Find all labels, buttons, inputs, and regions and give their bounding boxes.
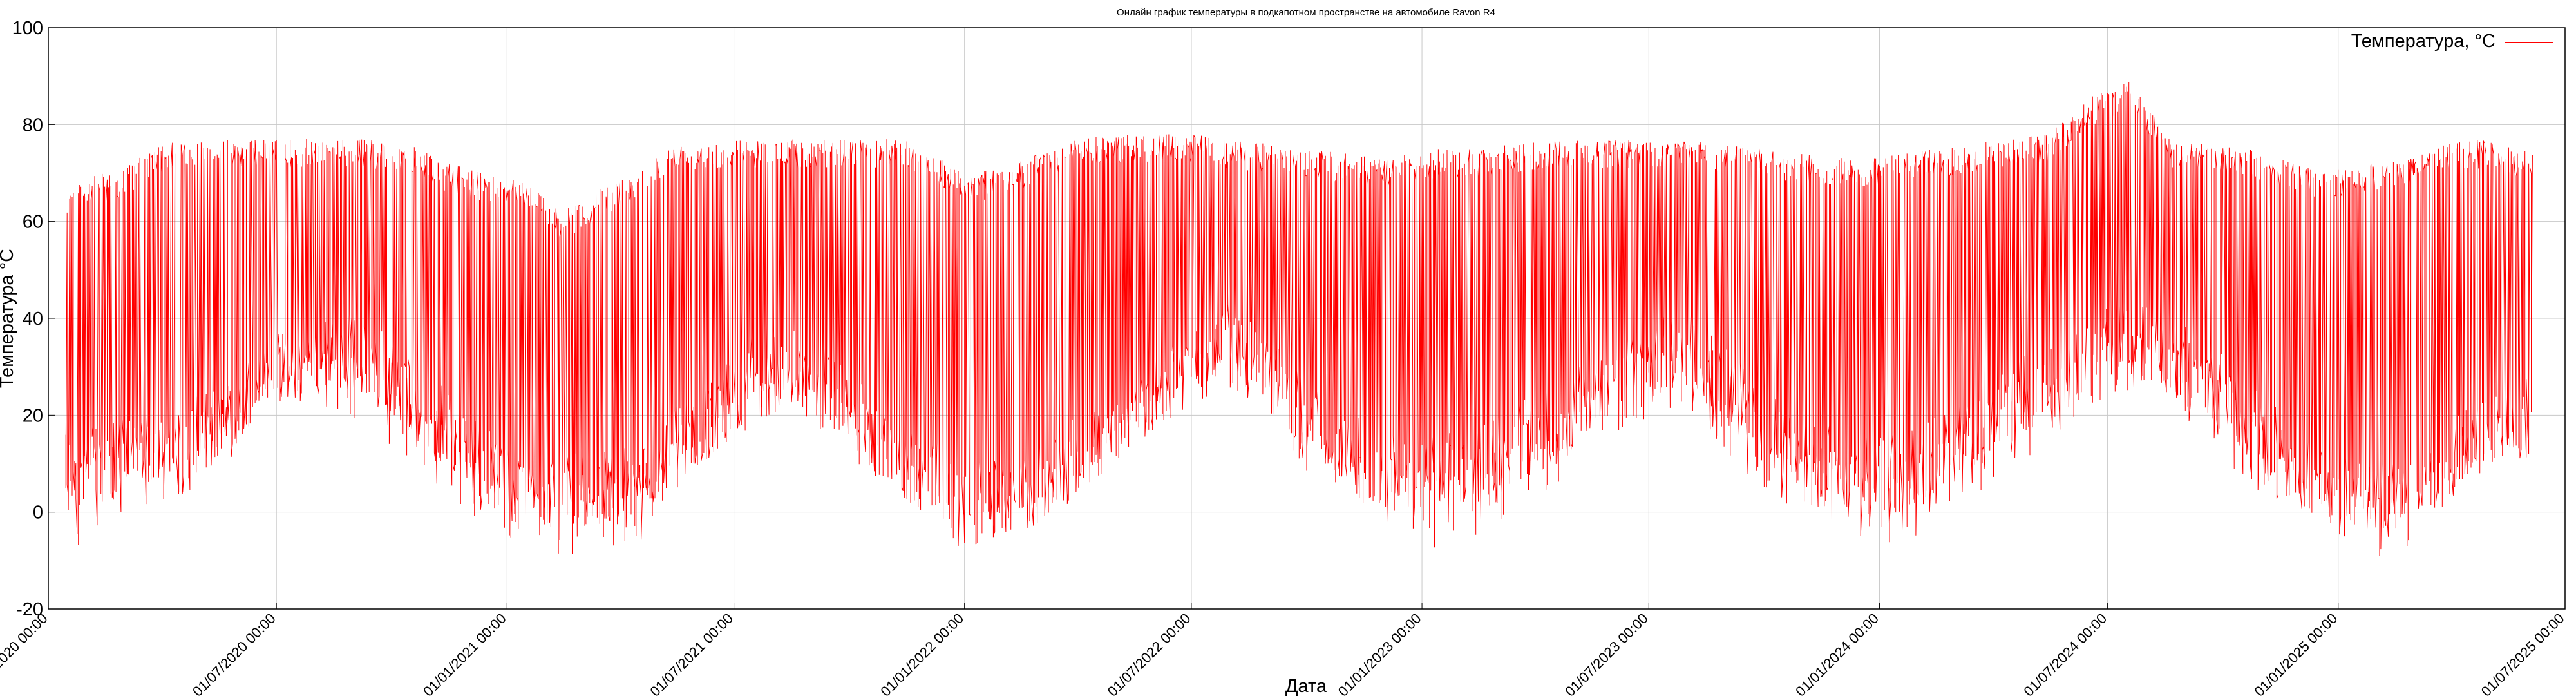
x-tick-label: 01/01/2022 00:00 <box>877 610 967 696</box>
chart-title: Онлайн график температуры в подкапотном … <box>1117 7 1495 18</box>
x-tick-label: 01/07/2024 00:00 <box>2020 610 2110 696</box>
x-tick-label: 01/01/2020 00:00 <box>0 610 51 696</box>
y-tick-label: 80 <box>23 115 43 135</box>
y-axis-ticks: -20 0 20 40 60 80 100 <box>12 18 55 620</box>
y-tick-label: 100 <box>12 18 43 39</box>
y-axis-label: Температура °C <box>0 249 17 388</box>
x-tick-label: 01/07/2022 00:00 <box>1104 610 1194 696</box>
x-tick-label: 01/07/2020 00:00 <box>189 610 279 696</box>
series-temperature <box>65 82 2533 556</box>
y-tick-label: 0 <box>33 503 43 523</box>
y-tick-label: 40 <box>23 309 43 329</box>
x-tick-label: 01/07/2025 00:00 <box>2478 610 2568 696</box>
temperature-line <box>65 82 2533 556</box>
x-axis-label: Дата <box>1285 676 1327 696</box>
x-tick-label: 01/07/2023 00:00 <box>1562 610 1651 696</box>
legend: Температура, °С <box>2351 31 2553 52</box>
x-tick-label: 01/01/2024 00:00 <box>1792 610 1882 696</box>
x-tick-label: 01/07/2021 00:00 <box>647 610 736 696</box>
x-axis-ticks: 01/01/2020 00:00 01/07/2020 00:00 01/01/20… <box>0 603 2568 696</box>
x-tick-label: 01/01/2025 00:00 <box>2251 610 2340 696</box>
x-tick-label: 01/01/2021 00:00 <box>420 610 509 696</box>
legend-label: Температура, °С <box>2351 31 2496 52</box>
y-tick-label: -20 <box>16 599 43 620</box>
x-tick-label: 01/01/2023 00:00 <box>1335 610 1425 696</box>
y-tick-label: 60 <box>23 212 43 233</box>
y-tick-label: 20 <box>23 405 43 426</box>
